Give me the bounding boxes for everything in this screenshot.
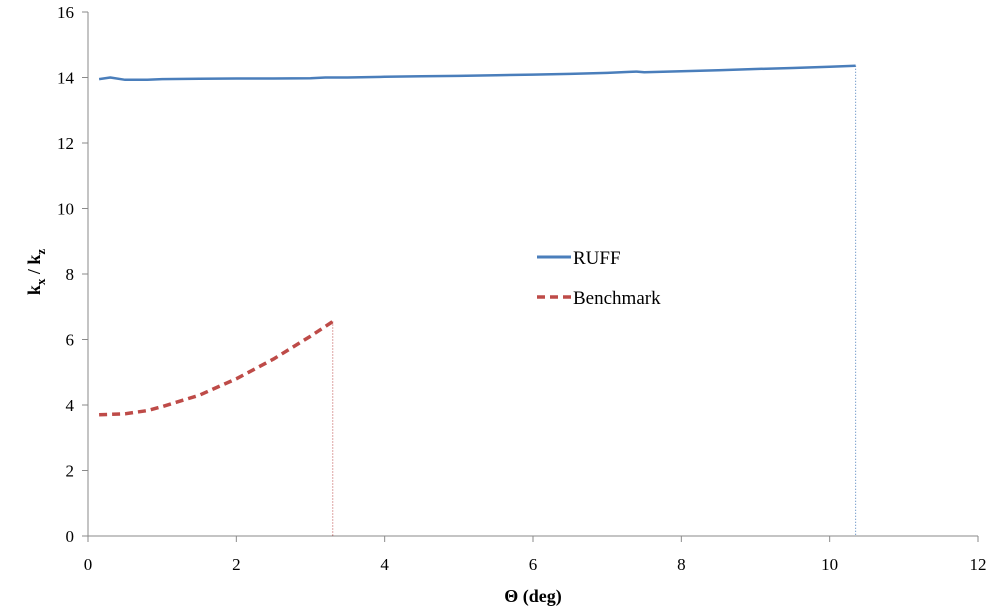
y-tick-label: 2 [66,462,75,481]
drop-lines [332,65,857,536]
legend: RUFF Benchmark [537,248,661,309]
y-tick-label: 10 [57,200,74,219]
y-axis-title-sep: / [24,265,44,279]
axes: 0 2 4 6 8 10 12 14 16 0 2 4 6 8 10 12 [57,3,987,574]
x-axis-title: Θ (deg) [504,586,562,607]
x-tick-label: 8 [677,555,686,574]
y-tick-label: 4 [66,396,75,415]
y-axis-title-sub-z: z [33,249,48,255]
y-tick-label: 16 [57,3,74,22]
legend-label-benchmark: Benchmark [573,288,661,309]
series-line-ruff [98,64,856,82]
x-tick-label: 2 [232,555,241,574]
x-tick-label: 12 [970,555,987,574]
x-tick-label: 6 [529,555,538,574]
y-axis-title-sub-x: x [33,278,48,285]
y-axis-title: kx / kz [24,249,48,296]
y-tick-label: 14 [57,69,75,88]
y-tick-label: 8 [66,265,75,284]
y-tick-label: 6 [66,331,75,350]
y-tick-label: 0 [66,527,75,546]
legend-label-ruff: RUFF [573,248,621,269]
x-tick-label: 4 [380,555,389,574]
series-line-benchmark [99,320,334,417]
x-tick-label: 0 [84,555,93,574]
svg-text:kx / kz: kx / kz [24,249,48,296]
y-tick-label: 12 [57,134,74,153]
y-axis-title-k2: k [24,255,44,265]
y-axis-title-k1: k [24,285,44,295]
x-tick-label: 10 [821,555,838,574]
plot-series [98,64,856,417]
